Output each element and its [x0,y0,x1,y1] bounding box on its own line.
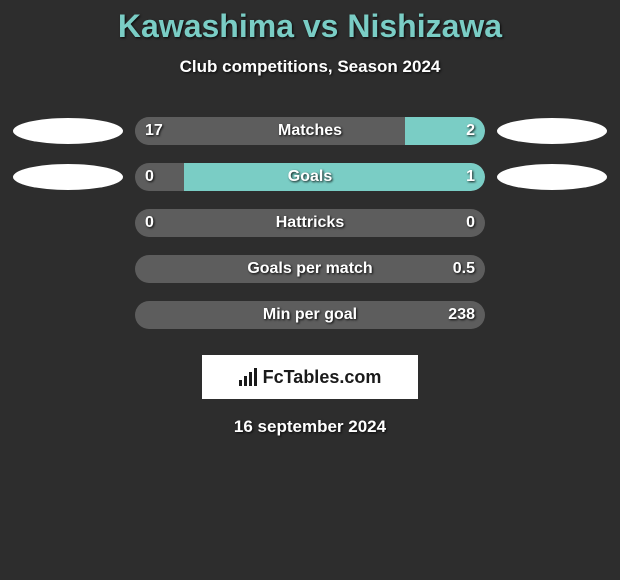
stat-value-right: 2 [466,117,475,145]
stat-bar: 0Goals1 [135,163,485,191]
stat-label: Goals per match [135,255,485,283]
stat-row: Min per goal238 [0,301,620,329]
date-label: 16 september 2024 [0,417,620,437]
stat-label: Hattricks [135,209,485,237]
player-avatar-left [13,118,123,144]
stats-container: 17Matches20Goals10Hattricks0Goals per ma… [0,117,620,329]
stat-label: Matches [135,117,485,145]
stat-row: 17Matches2 [0,117,620,145]
stat-value-right: 1 [466,163,475,191]
stat-value-right: 0 [466,209,475,237]
avatar-spacer [13,256,123,282]
stat-bar: Goals per match0.5 [135,255,485,283]
stat-value-right: 0.5 [453,255,475,283]
logo-text: FcTables.com [263,367,382,388]
player-avatar-right [497,164,607,190]
stat-label: Goals [135,163,485,191]
stat-row: 0Hattricks0 [0,209,620,237]
logo-box[interactable]: FcTables.com [202,355,418,399]
stat-row: 0Goals1 [0,163,620,191]
stat-label: Min per goal [135,301,485,329]
player-avatar-left [13,164,123,190]
stat-row: Goals per match0.5 [0,255,620,283]
page-title: Kawashima vs Nishizawa [0,8,620,45]
stat-bar: 17Matches2 [135,117,485,145]
stat-value-right: 238 [448,301,475,329]
avatar-spacer [497,302,607,328]
avatar-spacer [497,256,607,282]
avatar-spacer [13,210,123,236]
stat-bar: 0Hattricks0 [135,209,485,237]
avatar-spacer [497,210,607,236]
avatar-spacer [13,302,123,328]
player-avatar-right [497,118,607,144]
subtitle: Club competitions, Season 2024 [0,57,620,77]
stat-bar: Min per goal238 [135,301,485,329]
comparison-card: Kawashima vs Nishizawa Club competitions… [0,0,620,437]
bar-chart-icon [239,368,257,386]
